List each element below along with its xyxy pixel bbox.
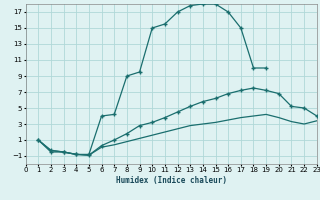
X-axis label: Humidex (Indice chaleur): Humidex (Indice chaleur)	[116, 176, 227, 185]
